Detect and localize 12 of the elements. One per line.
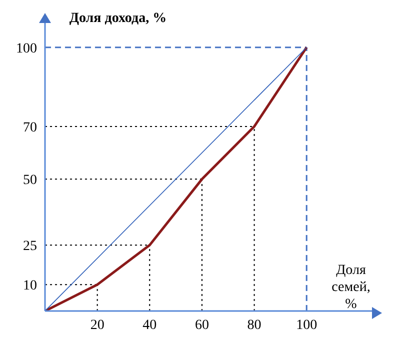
x-axis-title: Доля семей, % bbox=[330, 262, 372, 313]
y-tick-label: 70 bbox=[23, 120, 37, 136]
x-tick-label: 100 bbox=[296, 318, 318, 333]
y-tick-label: 10 bbox=[23, 278, 37, 294]
x-tick-label: 20 bbox=[90, 318, 104, 333]
y-tick-label: 50 bbox=[23, 173, 37, 188]
y-tick-label: 25 bbox=[23, 239, 37, 254]
x-tick-label: 40 bbox=[142, 318, 157, 333]
y-tick-label: 100 bbox=[16, 41, 37, 56]
y-axis-title: Доля дохода, % bbox=[68, 10, 168, 28]
x-tick-label: 80 bbox=[247, 318, 262, 333]
x-tick-label: 60 bbox=[194, 318, 209, 333]
